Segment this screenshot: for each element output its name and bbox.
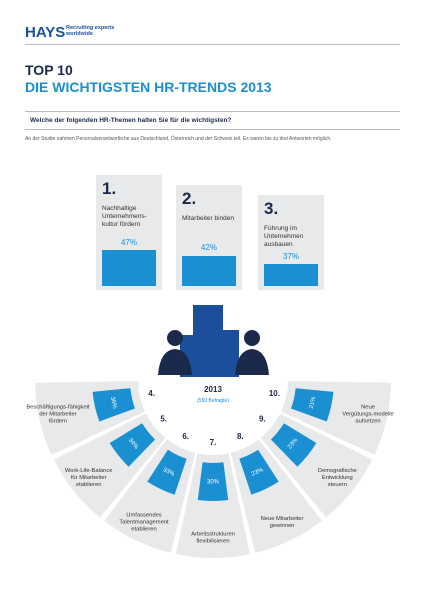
percent: 42% xyxy=(200,243,217,252)
question: Welche der folgenden HR-Themen halten Si… xyxy=(30,117,232,124)
fan-segment xyxy=(176,453,250,558)
rank: 2. xyxy=(182,189,197,208)
percent: 23% xyxy=(251,467,265,478)
percent: 37% xyxy=(282,252,299,261)
label: Führung im Unternehmen ausbauen xyxy=(264,225,304,248)
rank: 7. xyxy=(210,438,217,447)
segment-label: Beschäftigungs-fähigkeit der Mitarbeiter f… xyxy=(26,404,90,424)
center-year: 2013 xyxy=(204,385,222,394)
fan-highlight xyxy=(92,388,135,422)
rule xyxy=(25,129,400,130)
rank: 5. xyxy=(160,414,167,423)
logo: HAYS xyxy=(25,24,66,41)
fan-highlight xyxy=(197,462,229,501)
fan-highlight xyxy=(239,449,279,495)
rank: 3. xyxy=(264,199,279,218)
label: Nachhaltige Unternehmens-kultur fördern xyxy=(102,205,147,228)
fan-highlight xyxy=(291,388,334,422)
rank: 10. xyxy=(269,389,280,398)
rank: 9. xyxy=(259,414,266,423)
title-line2: DIE WICHTIGSTEN HR-TRENDS 2013 xyxy=(25,79,272,95)
percent: 47% xyxy=(120,238,137,247)
rank: 4. xyxy=(148,389,155,398)
tagline: Recruiting experts worldwide xyxy=(66,25,115,37)
percent: 21% xyxy=(309,396,318,410)
icon-bg xyxy=(102,250,156,286)
center-respondents: (550 Befragte) xyxy=(197,398,229,404)
top-box: 1. Nachhaltige Unternehmens-kultur förde… xyxy=(96,175,162,290)
rule xyxy=(25,111,400,112)
rank: 1. xyxy=(102,179,117,198)
note: An der Studie nahmen Personalverantwortl… xyxy=(25,136,332,142)
title-line1: TOP 10 xyxy=(25,62,73,78)
segment-label: Neue Vergütungs-modelle aufsetzen xyxy=(342,404,394,424)
icon-bg xyxy=(264,264,318,286)
top-box: 2. Mitarbeiter binden 42% xyxy=(176,185,242,290)
fan-highlight xyxy=(270,423,317,467)
label: Mitarbeiter binden xyxy=(182,215,235,222)
percent: 36% xyxy=(109,396,118,410)
fan-highlight xyxy=(109,423,156,467)
icon-bg xyxy=(182,256,236,286)
top-box: 3. Führung im Unternehmen ausbauen 37% xyxy=(258,195,324,290)
segment-label: Work-Life-Balance für Mitarbeiter etablier… xyxy=(65,468,113,488)
fan-highlight xyxy=(147,449,187,495)
rank: 6. xyxy=(182,432,189,441)
segment-label: Demografische Entwicklung steuern xyxy=(318,468,357,488)
percent: 33% xyxy=(162,467,176,478)
segment-label: Umfassendes Talentmanagement etablieren xyxy=(119,512,169,532)
segment-label: Neue Mitarbeiter gewinnen xyxy=(261,516,304,529)
rank: 8. xyxy=(237,432,244,441)
illustration xyxy=(158,305,269,377)
segment-label: Arbeitsstrukturen flexibilisieren xyxy=(191,532,235,545)
rule xyxy=(25,44,400,45)
percent: 30% xyxy=(207,480,220,486)
